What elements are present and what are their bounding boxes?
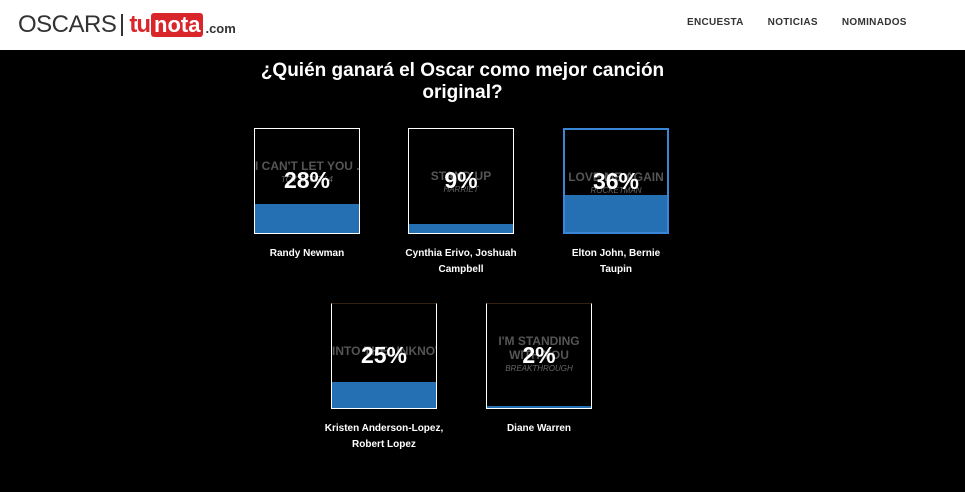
song-title-art: I CAN'T LET YOU ... ROW ...SELF A... (255, 159, 360, 173)
result-percent: 2% (522, 342, 556, 368)
result-bar (487, 405, 591, 408)
result-bar (565, 195, 667, 232)
film-title-art: HARRIET (443, 185, 479, 194)
option-song-art: INTO THE UNKNOWN (332, 344, 436, 358)
song-title-art: INTO THE UNKNOWN (332, 344, 436, 358)
option-artist: Cynthia Erivo, Joshuah Campbell (405, 248, 517, 275)
logo-com-text: .com (205, 20, 236, 36)
option-artist: Elton John, Bernie Taupin (571, 248, 661, 275)
poll-option[interactable]: INTO THE UNKNOWN 25% Kristen Anderson-Lo… (325, 303, 443, 453)
logo-tu-text: tu (129, 11, 151, 38)
nav-nominados[interactable]: NOMINADOS (841, 17, 907, 28)
nav-encuesta[interactable]: ENCUESTA (687, 17, 744, 28)
site-header: OSCARS tu nota .com ENCUESTA NOTICIAS NO… (0, 0, 965, 50)
option-song-art: LOVE ME AGAIN ROCKETMAN (565, 170, 667, 198)
logo-oscars-text: OSCARS (18, 11, 117, 38)
option-song-art: STAND UP HARRIET (409, 169, 513, 197)
result-percent: 36% (592, 168, 640, 194)
song-title-art: STAND UP (430, 169, 492, 183)
poll-option[interactable]: I'M STANDING WITH YOU BREAKTHROUGH 2% Di… (486, 303, 592, 437)
result-percent: 25% (360, 342, 408, 368)
option-image[interactable]: STAND UP HARRIET 9% (408, 128, 514, 234)
option-song-art: I'M STANDING WITH YOU BREAKTHROUGH (487, 334, 591, 376)
logo-nota-text: nota (151, 13, 204, 37)
song-title-art: I'M STANDING WITH YOU (498, 334, 580, 362)
option-image[interactable]: I CAN'T LET YOU ... ROW ...SELF A... TOY… (254, 128, 360, 234)
option-image[interactable]: I'M STANDING WITH YOU BREAKTHROUGH 2% (486, 303, 592, 409)
film-title-art: BREAKTHROUGH (505, 364, 573, 373)
site-logo[interactable]: OSCARS tu nota .com (18, 10, 236, 40)
nav-noticias[interactable]: NOTICIAS (767, 17, 818, 28)
option-image[interactable]: INTO THE UNKNOWN 25% (331, 303, 437, 409)
option-artist: Kristen Anderson-Lopez, Robert Lopez (324, 423, 444, 450)
main-nav: ENCUESTA NOTICIAS NOMINADOS (687, 17, 907, 28)
logo-divider (121, 14, 124, 36)
poll-option[interactable]: LOVE ME AGAIN ROCKETMAN 36% Elton John, … (563, 128, 669, 278)
option-song-art: I CAN'T LET YOU ... ROW ...SELF A... TOY… (255, 159, 359, 187)
film-title-art: TOY STORY 4 (280, 175, 334, 184)
poll-question: ¿Quién ganará el Oscar como mejor canció… (260, 60, 665, 103)
result-percent: 9% (444, 167, 478, 193)
result-bar (332, 382, 436, 408)
option-artist: Diane Warren (506, 423, 572, 434)
poll-option[interactable]: STAND UP HARRIET 9% Cynthia Erivo, Joshu… (405, 128, 517, 278)
result-bar (409, 223, 513, 233)
option-image[interactable]: LOVE ME AGAIN ROCKETMAN 36% (563, 128, 669, 234)
poll-option[interactable]: I CAN'T LET YOU ... ROW ...SELF A... TOY… (254, 128, 360, 262)
option-artist: Randy Newman (269, 248, 345, 259)
result-bar (255, 203, 359, 233)
film-title-art: ROCKETMAN (590, 186, 642, 195)
song-title-art: LOVE ME AGAIN (568, 170, 664, 184)
result-percent: 28% (283, 167, 331, 193)
